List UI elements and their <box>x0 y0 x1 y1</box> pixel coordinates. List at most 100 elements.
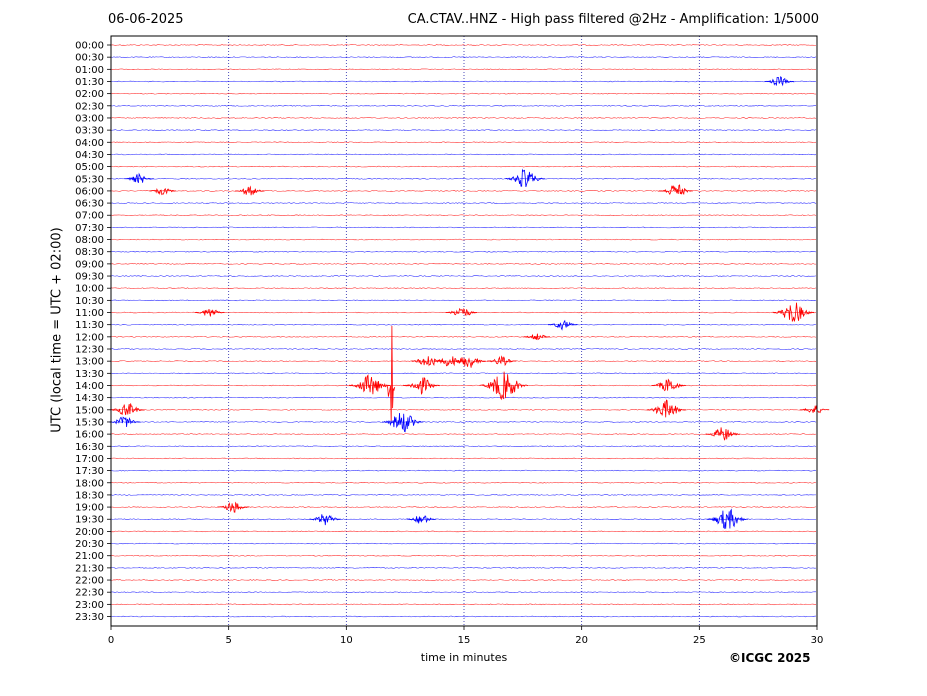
trace-0600 <box>110 190 817 192</box>
chart-title: CA.CTAV..HNZ - High pass filtered @2Hz -… <box>407 12 819 27</box>
y-tick-label: 06:00 <box>75 186 104 197</box>
trace-0130 <box>110 80 817 83</box>
y-tick-label: 11:30 <box>75 320 104 331</box>
trace-0700 <box>110 214 817 216</box>
y-tick-label: 06:30 <box>75 199 104 210</box>
seismic-traces <box>109 44 830 618</box>
trace-2000 <box>110 530 817 533</box>
trace-1830 <box>110 494 817 496</box>
trace-1600 <box>110 433 817 435</box>
y-tick-label: 21:00 <box>75 551 104 562</box>
trace-1700 <box>110 457 817 460</box>
trace-1900 <box>110 506 817 508</box>
event-burst <box>547 319 578 331</box>
event-burst <box>433 356 466 367</box>
y-tick-label: 02:30 <box>75 101 104 112</box>
event-burst <box>799 405 830 414</box>
y-tick-label: 10:30 <box>75 296 104 307</box>
y-tick-label: 09:00 <box>75 259 104 270</box>
event-burst <box>651 378 686 392</box>
trace-1230 <box>110 348 817 350</box>
y-tick-label: 01:30 <box>75 77 104 88</box>
y-tick-label: 03:00 <box>75 113 104 124</box>
event-burst <box>194 308 225 317</box>
trace-1200 <box>110 336 817 338</box>
y-tick-label: 04:30 <box>75 150 104 161</box>
y-tick-label: 00:00 <box>75 41 104 52</box>
event-burst <box>124 172 154 184</box>
event-burst <box>705 427 741 441</box>
event-burst <box>706 508 749 530</box>
trace-0330 <box>110 129 817 131</box>
x-tick-label: 0 <box>108 635 114 646</box>
y-tick-label: 12:30 <box>75 345 104 356</box>
event-burst <box>764 76 794 87</box>
y-tick-label: 19:30 <box>75 515 104 526</box>
trace-0630 <box>110 202 817 204</box>
event-burst <box>309 514 341 526</box>
event-burst <box>406 515 437 524</box>
event-burst <box>646 399 687 418</box>
y-tick-label: 07:00 <box>75 211 104 222</box>
trace-2100 <box>110 554 817 557</box>
trace-1630 <box>110 445 817 448</box>
y-tick-label: 05:00 <box>75 162 104 173</box>
trace-1330 <box>110 372 817 375</box>
y-tick-label: 09:30 <box>75 272 104 283</box>
x-tick-label: 25 <box>693 635 706 646</box>
event-burst <box>381 412 424 433</box>
x-tick-label: 5 <box>225 635 231 646</box>
y-tick-label: 15:00 <box>75 405 104 416</box>
y-tick-label: 15:30 <box>75 417 104 428</box>
trace-0530 <box>110 178 817 180</box>
y-tick-label: 17:30 <box>75 466 104 477</box>
trace-1930 <box>110 518 817 521</box>
trace-0500 <box>110 165 817 168</box>
trace-0000 <box>110 44 817 46</box>
y-tick-label: 16:30 <box>75 442 104 453</box>
y-tick-label: 14:00 <box>75 381 104 392</box>
trace-1730 <box>110 469 817 472</box>
y-tick-label: 13:00 <box>75 357 104 368</box>
event-burst <box>149 187 176 196</box>
trace-0800 <box>110 238 817 241</box>
y-tick-label: 13:30 <box>75 369 104 380</box>
trace-0400 <box>110 141 817 144</box>
y-tick-label: 23:30 <box>75 612 104 623</box>
trace-1030 <box>110 299 817 302</box>
event-burst <box>217 501 250 513</box>
x-tick-label: 15 <box>458 635 471 646</box>
trace-0730 <box>110 226 817 229</box>
trace-0830 <box>110 250 817 253</box>
event-burst <box>110 403 145 416</box>
event-burst <box>109 416 141 428</box>
copyright-label: ©ICGC 2025 <box>729 651 811 665</box>
x-tick-label: 30 <box>811 635 824 646</box>
trace-1800 <box>110 482 817 484</box>
trace-2200 <box>110 579 817 581</box>
event-burst <box>505 168 545 188</box>
x-tick-label: 20 <box>575 635 588 646</box>
event-burst <box>349 374 391 395</box>
trace-2330 <box>110 615 817 618</box>
trace-2300 <box>110 603 817 606</box>
date-label: 06-06-2025 <box>108 12 184 27</box>
y-tick-label: 16:00 <box>75 430 104 441</box>
y-tick-label: 20:30 <box>75 539 104 550</box>
event-burst <box>234 185 265 196</box>
event-burst <box>386 325 396 423</box>
y-tick-label: 07:30 <box>75 223 104 234</box>
y-tick-label: 19:00 <box>75 503 104 514</box>
trace-1400 <box>110 384 817 387</box>
trace-0230 <box>110 105 817 107</box>
trace-2230 <box>110 591 817 593</box>
y-tick-label: 18:30 <box>75 490 104 501</box>
event-burst <box>479 371 529 401</box>
grid-lines <box>228 36 700 626</box>
trace-0900 <box>110 263 817 265</box>
trace-1430 <box>110 396 817 399</box>
y-tick-label: 08:00 <box>75 235 104 246</box>
trace-1530 <box>110 421 817 423</box>
trace-0030 <box>110 56 817 58</box>
